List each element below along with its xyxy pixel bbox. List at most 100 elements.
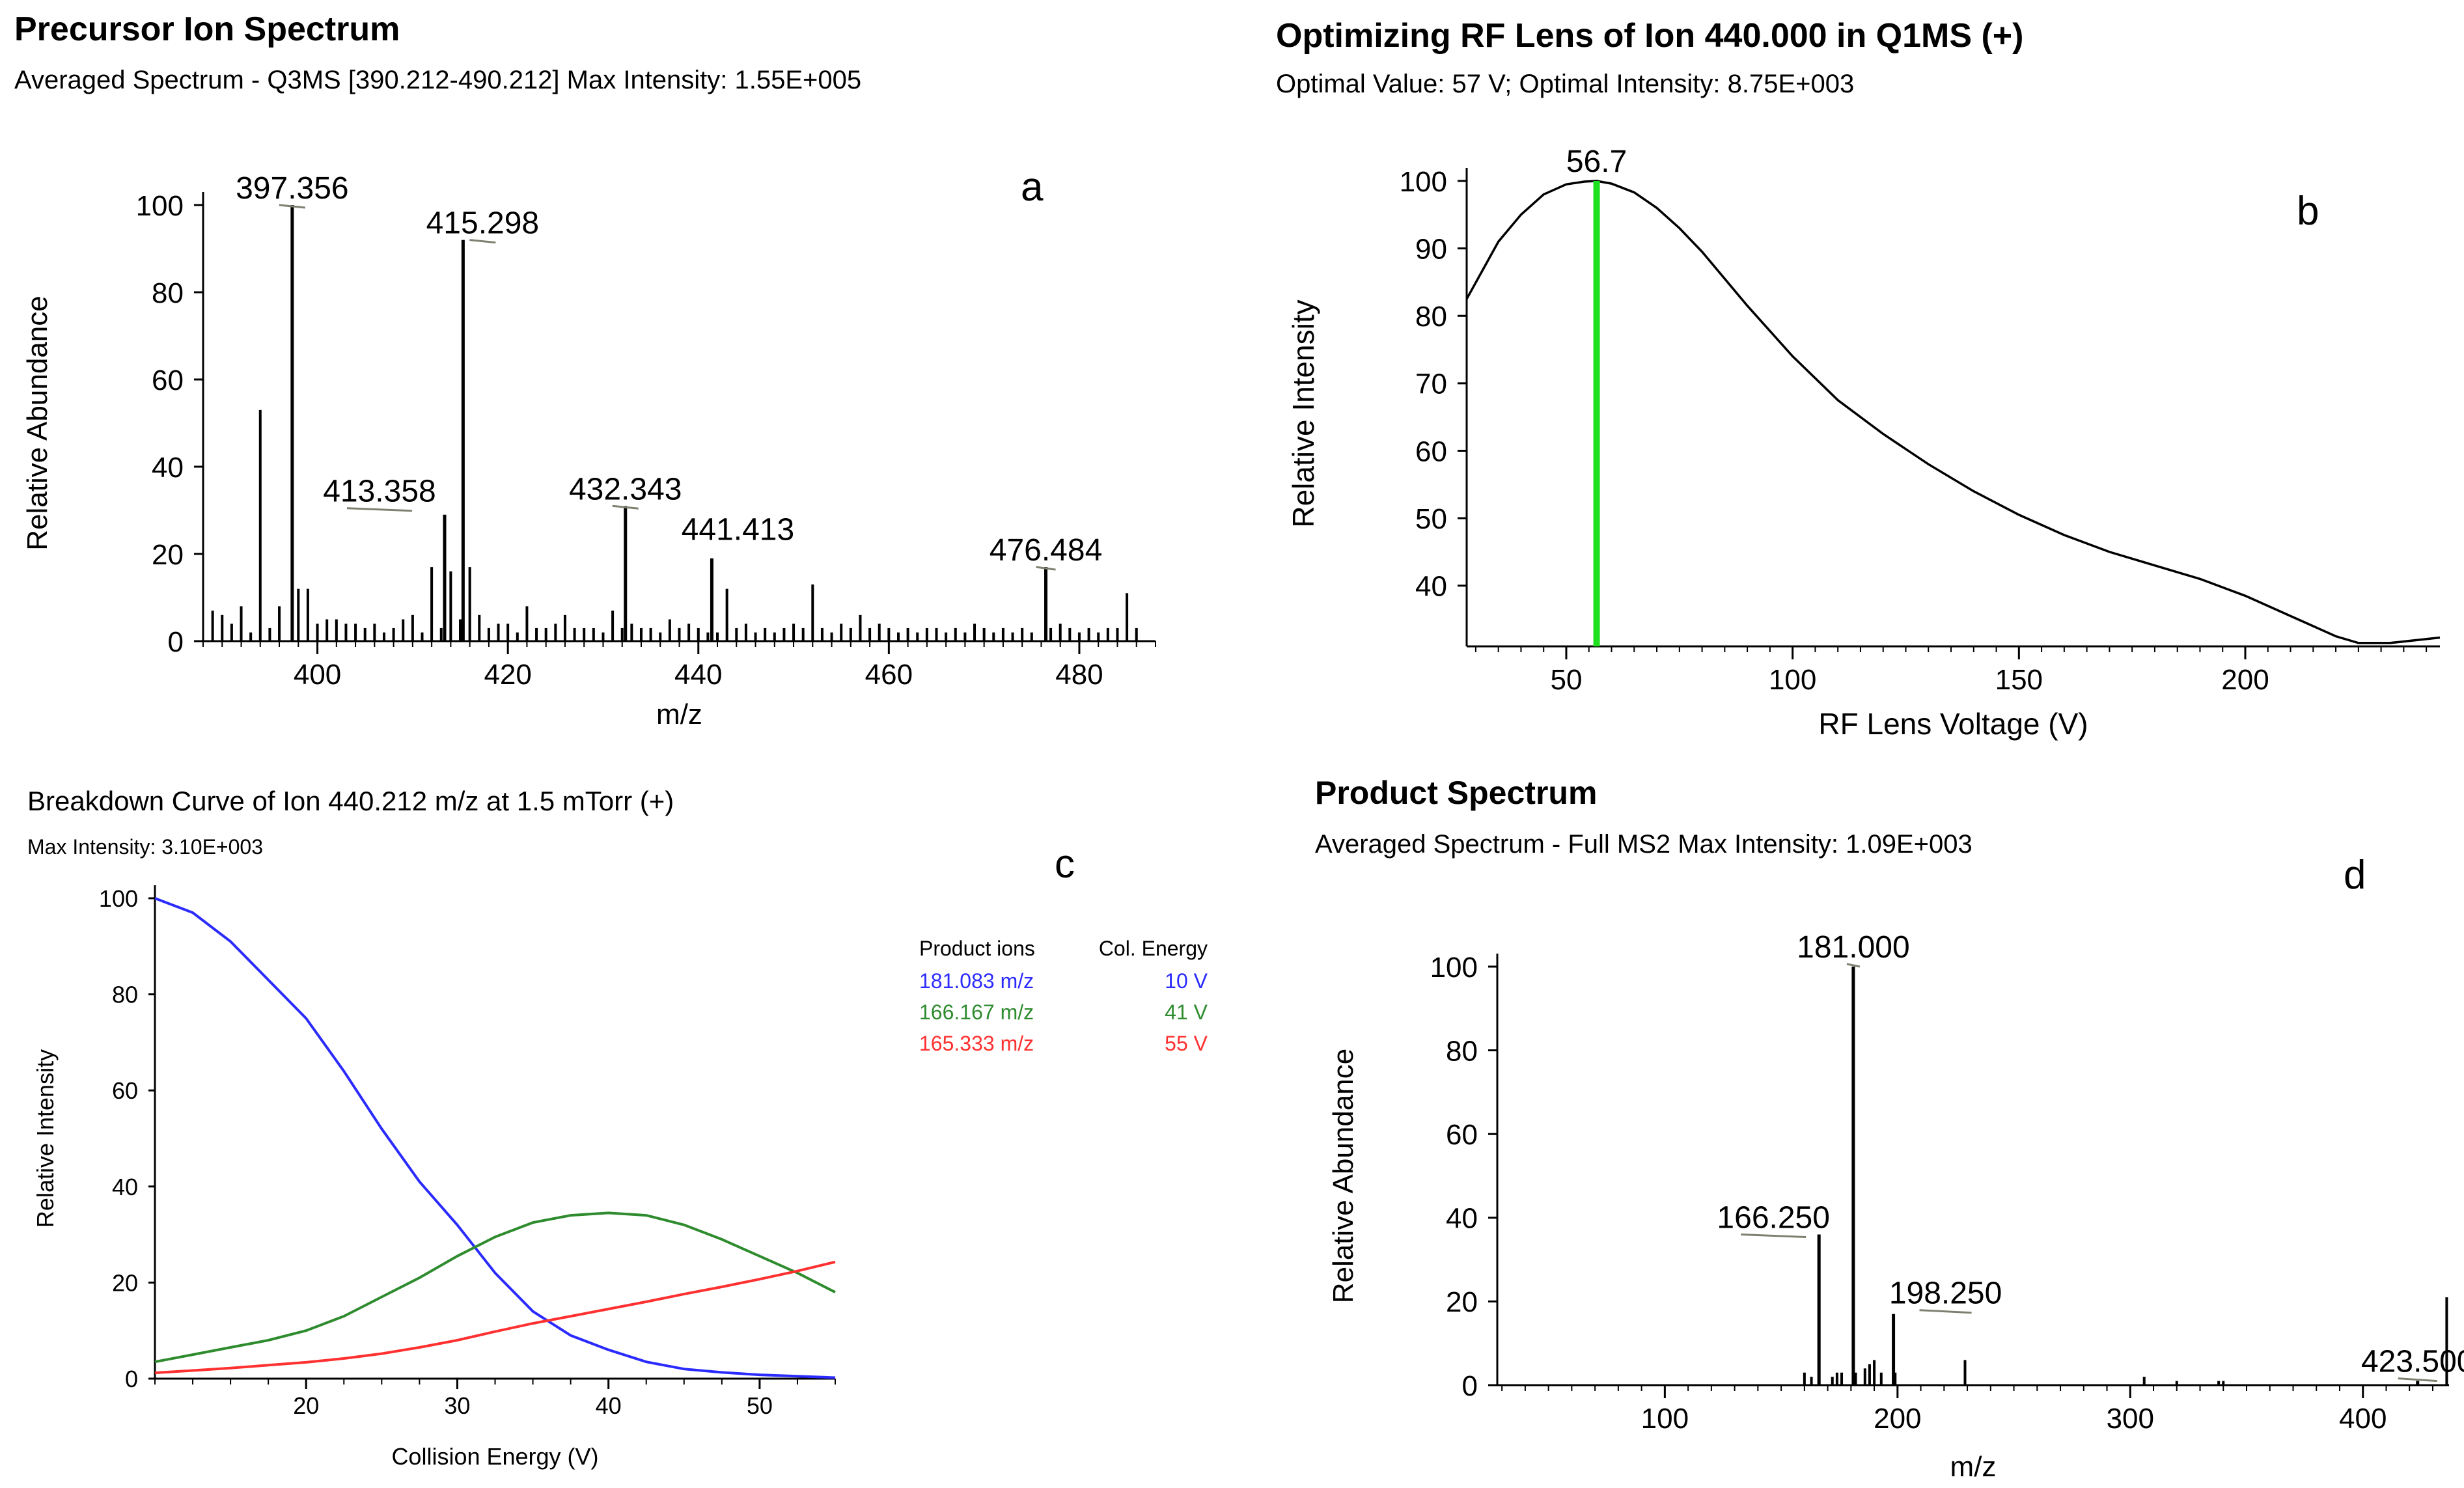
legend-energy-2: 41 V <box>1165 1000 1208 1024</box>
chart-d-y-tick-label: 0 <box>1462 1370 1478 1402</box>
chart-a-peak-label: 441.413 <box>682 513 795 547</box>
chart-a-peak-label-leader <box>612 504 639 510</box>
panel-a-title: Precursor Ion Spectrum <box>14 10 400 48</box>
chart-a-x-axis-label: m/z <box>656 698 702 730</box>
chart-b-y-tick-label: 50 <box>1415 503 1447 535</box>
chart-b-x-tick-label: 50 <box>1551 664 1583 696</box>
chart-d-peak-label-leader <box>2398 1377 2437 1383</box>
chart-a-y-tick-label: 80 <box>152 277 184 309</box>
panel-b-letter: b <box>2297 189 2319 234</box>
chart-a-peak-label: 397.356 <box>236 171 349 206</box>
chart-b-y-tick-label: 40 <box>1415 571 1447 603</box>
chart-c-y-tick-label: 40 <box>112 1174 138 1200</box>
chart-b-x-tick-label: 200 <box>2221 664 2269 696</box>
panel-c-legend: Product ions Col. Energy 181.083 m/z 10 … <box>919 937 1208 1055</box>
chart-d-y-tick-label: 40 <box>1446 1203 1478 1235</box>
chart-c-y-tick-label: 20 <box>112 1269 138 1296</box>
chart-c-x-tick-label: 50 <box>747 1392 773 1419</box>
chart-d-peak-label-leader <box>1919 1309 1972 1314</box>
chart-b-y-tick-label: 80 <box>1415 301 1447 333</box>
chart-a-peak-label: 476.484 <box>990 533 1103 568</box>
chart-a-peak-label: 413.358 <box>323 475 436 509</box>
legend-header-energy: Col. Energy <box>1099 937 1208 960</box>
chart-b-y-tick-label: 100 <box>1400 166 1447 198</box>
chart-c-series-line-2 <box>154 1211 836 1364</box>
chart-c-series-line-1 <box>154 897 836 1379</box>
panel-c-letter: c <box>1055 842 1075 887</box>
chart-b-y-tick-label: 70 <box>1415 368 1447 400</box>
chart-a-peak-label-leader <box>1036 566 1056 571</box>
panel-c-title: Breakdown Curve of Ion 440.212 m/z at 1.… <box>27 786 674 816</box>
chart-d-y-tick-label: 80 <box>1446 1035 1478 1067</box>
chart-d-x-tick-label: 100 <box>1641 1403 1689 1435</box>
legend-energy-3: 55 V <box>1165 1032 1208 1055</box>
chart-a-x-tick-label: 460 <box>865 659 913 691</box>
chart-c-y-tick-label: 0 <box>125 1366 138 1392</box>
chart-a-peak-label: 415.298 <box>426 206 540 241</box>
chart-d-x-tick-label: 200 <box>1874 1403 1921 1435</box>
chart-d-peak-label: 181.000 <box>1797 930 1910 965</box>
legend-ion-1: 181.083 m/z <box>919 969 1034 993</box>
chart-d-y-tick-label: 60 <box>1446 1119 1478 1151</box>
panel-b-subtitle: Optimal Value: 57 V; Optimal Intensity: … <box>1276 70 1854 98</box>
panel-a-subtitle: Averaged Spectrum - Q3MS [390.212-490.21… <box>14 66 861 94</box>
chart-a-x-tick-label: 440 <box>674 659 722 691</box>
chart-d-peak-label-leader <box>1741 1233 1806 1239</box>
chart-d-y-axis-label: Relative Abundance <box>1327 1049 1359 1303</box>
panel-d-title: Product Spectrum <box>1315 775 1597 811</box>
legend-energy-1: 10 V <box>1165 969 1208 993</box>
chart-c-x-axis-label: Collision Energy (V) <box>391 1443 598 1470</box>
chart-a-y-tick-label: 20 <box>152 539 184 571</box>
chart-a-peak-label: 432.343 <box>569 472 682 506</box>
panel-d-letter: d <box>2344 853 2366 898</box>
chart-a-y-axis-label: Relative Abundance <box>21 296 53 550</box>
chart-a-y-tick-label: 0 <box>168 626 184 658</box>
chart-c-y-tick-label: 80 <box>112 982 138 1008</box>
legend-ion-3: 165.333 m/z <box>919 1032 1034 1055</box>
chart-c-y-axis-label: Relative Intensity <box>32 1049 59 1228</box>
chart-b-x-axis-label: RF Lens Voltage (V) <box>1818 707 2088 741</box>
chart-d-x-axis-label: m/z <box>1950 1451 1997 1483</box>
chart-d-y-tick-label: 100 <box>1430 952 1478 984</box>
chart-c-breakdown-curve: 20 30 40 50 0 20 40 60 80 100 Collision Energy (V)… <box>32 885 836 1470</box>
chart-a-peak-label-leader <box>469 239 496 244</box>
chart-d-y-tick-label: 20 <box>1446 1286 1478 1318</box>
chart-d-product-spectrum: 100 200 300 400 0 20 40 60 80 100 m/z Relative Abun… <box>1327 930 2464 1483</box>
chart-d-peak-label: 166.250 <box>1717 1201 1830 1235</box>
panel-c-subtitle: Max Intensity: 3.10E+003 <box>27 835 263 859</box>
chart-a-x-tick-label: 420 <box>484 659 531 691</box>
chart-b-y-tick-label: 90 <box>1415 233 1447 265</box>
chart-a-y-tick-label: 100 <box>136 190 184 222</box>
chart-b-optimum-label: 56.7 <box>1566 145 1627 179</box>
chart-a-peak-label-leader <box>279 204 306 209</box>
panel-b-title: Optimizing RF Lens of Ion 440.000 in Q1M… <box>1276 17 2024 55</box>
chart-b-y-axis-label: Relative Intensity <box>1286 299 1320 527</box>
chart-b-x-tick-label: 150 <box>1995 664 2043 696</box>
legend-header-ions: Product ions <box>919 937 1035 960</box>
chart-d-peak-label-leader <box>1846 963 1861 968</box>
chart-d-peak-label: 423.500 <box>2361 1345 2464 1379</box>
chart-c-x-tick-label: 20 <box>293 1392 319 1419</box>
chart-c-x-tick-label: 30 <box>444 1392 470 1419</box>
chart-b-x-tick-label: 100 <box>1769 664 1816 696</box>
panel-d-subtitle: Averaged Spectrum - Full MS2 Max Intensi… <box>1315 830 1973 859</box>
chart-d-peak-label: 198.250 <box>1889 1276 2002 1311</box>
chart-a-y-tick-label: 60 <box>152 365 184 396</box>
legend-ion-2: 166.167 m/z <box>919 1000 1034 1024</box>
chart-c-y-tick-label: 100 <box>99 885 138 912</box>
chart-d-x-tick-label: 400 <box>2339 1403 2387 1435</box>
chart-b-y-tick-label: 60 <box>1415 435 1447 467</box>
panel-a-letter: a <box>1021 165 1044 210</box>
chart-c-y-tick-label: 60 <box>112 1077 138 1104</box>
chart-c-series-line-3 <box>154 1260 836 1375</box>
chart-a-x-tick-label: 480 <box>1055 659 1103 691</box>
chart-a-peak-label-leader <box>346 507 413 512</box>
chart-a-precursor-spectrum: 400 420 440 460 480 0 20 40 60 80 100 m/z Relative A… <box>21 171 1156 730</box>
chart-d-x-tick-label: 300 <box>2107 1403 2154 1435</box>
chart-c-x-tick-label: 40 <box>596 1392 622 1419</box>
chart-a-y-tick-label: 40 <box>152 452 184 484</box>
chart-a-x-tick-label: 400 <box>294 659 341 691</box>
chart-b-response-curve <box>1465 180 2441 644</box>
